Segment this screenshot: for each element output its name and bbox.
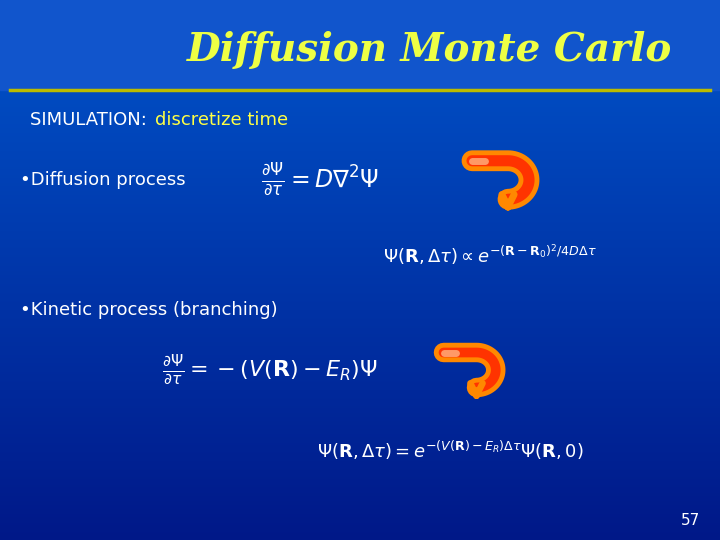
Text: 57: 57: [680, 513, 700, 528]
Text: •Diffusion process: •Diffusion process: [20, 171, 186, 189]
Text: $\Psi(\mathbf{R},\Delta\tau)\propto e^{-(\mathbf{R}-\mathbf{R}_0)^2/4D\Delta\tau: $\Psi(\mathbf{R},\Delta\tau)\propto e^{-…: [383, 242, 597, 268]
Text: $\frac{\partial\Psi}{\partial\tau} = D\nabla^2\Psi$: $\frac{\partial\Psi}{\partial\tau} = D\n…: [261, 162, 379, 198]
Text: $\Psi(\mathbf{R},\Delta\tau)=e^{-(V(\mathbf{R})-E_R)\Delta\tau}\Psi(\mathbf{R},0: $\Psi(\mathbf{R},\Delta\tau)=e^{-(V(\mat…: [317, 438, 583, 462]
Text: •Kinetic process (branching): •Kinetic process (branching): [20, 301, 278, 319]
Text: SIMULATION:: SIMULATION:: [30, 111, 153, 129]
Text: $\frac{\partial\Psi}{\partial\tau} = -(V(\mathbf{R})-E_R)\Psi$: $\frac{\partial\Psi}{\partial\tau} = -(V…: [162, 353, 378, 387]
Bar: [0, 0, 720, 90]
Text: Diffusion Monte Carlo: Diffusion Monte Carlo: [187, 31, 672, 69]
Text: discretize time: discretize time: [155, 111, 288, 129]
